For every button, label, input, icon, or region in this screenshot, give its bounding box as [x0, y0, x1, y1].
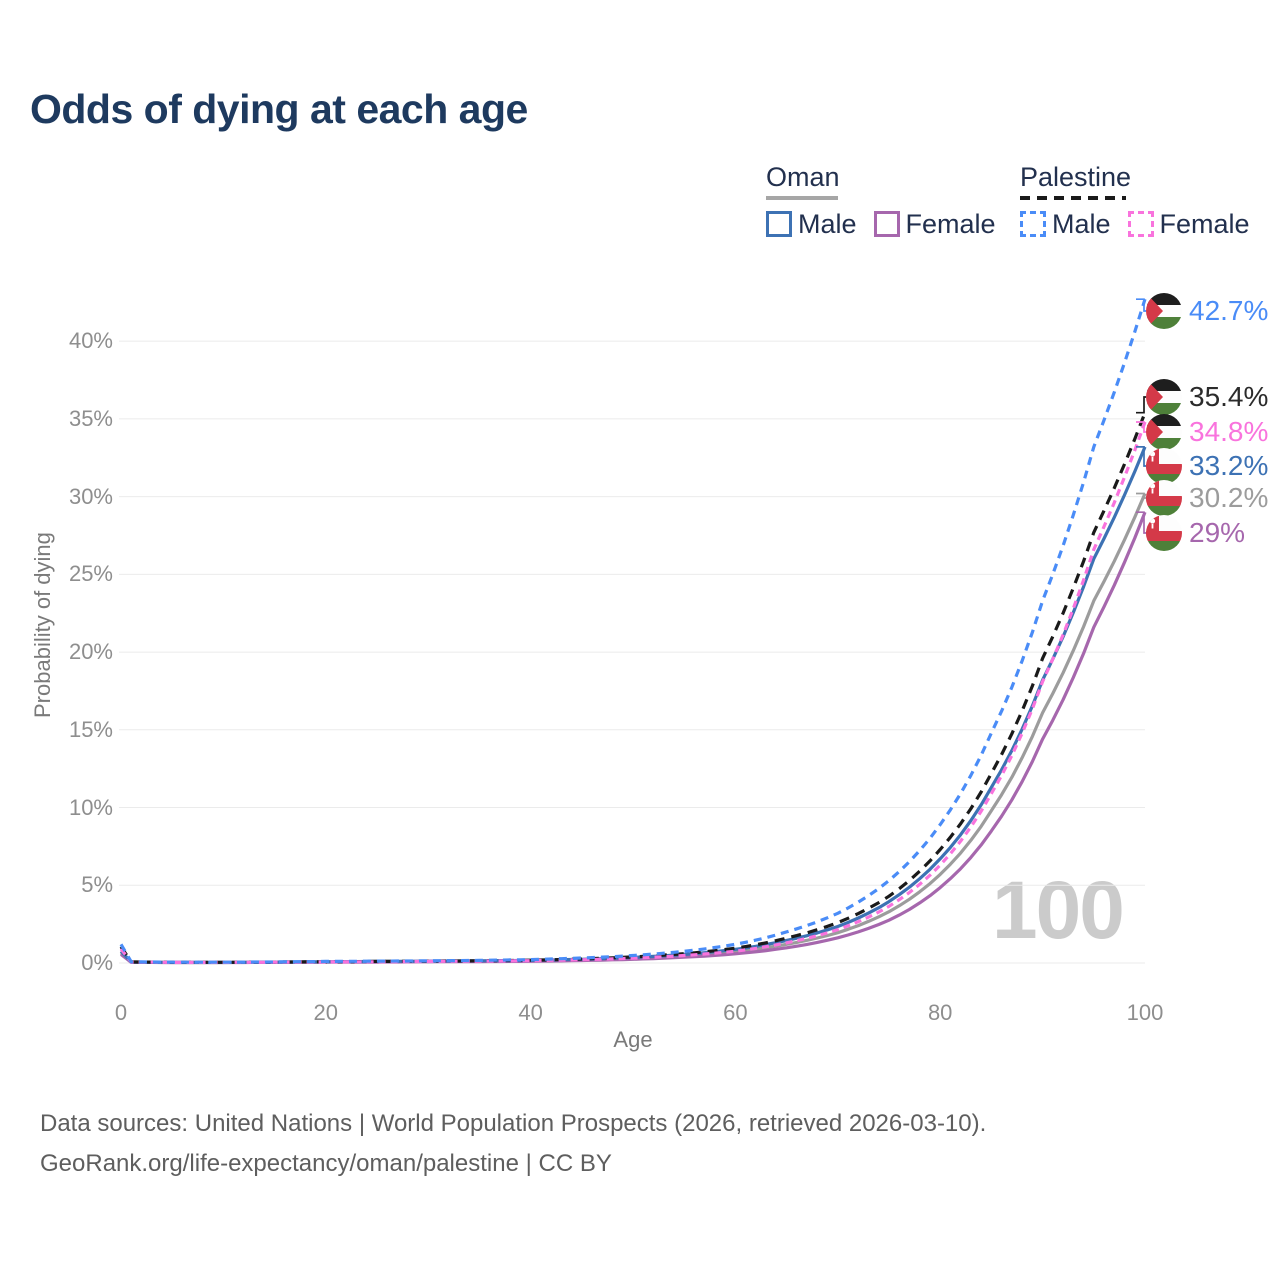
legend-palestine-items: Male Female [1020, 209, 1250, 240]
x-tick-label: 20 [313, 1000, 339, 1025]
oman-male-end-value: 33.2% [1189, 450, 1269, 481]
y-tick-label: 20% [68, 639, 113, 665]
oman-both-end-label: 30.2% [1146, 480, 1268, 516]
palestine-female-swatch-icon [1127, 211, 1154, 238]
page-title: Odds of dying at each age [30, 86, 528, 132]
attribution-text: GeoRank.org/life-expectancy/oman/palesti… [40, 1150, 612, 1177]
legend-item-palestine-female[interactable]: Female [1127, 208, 1250, 240]
palestine-flag-icon [1146, 414, 1182, 450]
y-axis-title: Probability of dying [30, 532, 55, 718]
palestine-both-line-swatch [1020, 195, 1126, 200]
oman-flag-icon [1146, 515, 1182, 551]
legend-group-oman: Oman Male Female [766, 162, 996, 240]
legend-item-oman-female[interactable]: Female [873, 208, 996, 240]
y-tick-label: 10% [68, 794, 113, 820]
legend-item-label: Female [1159, 208, 1250, 239]
y-tick-label: 40% [68, 328, 113, 354]
oman-male-swatch-icon [766, 211, 792, 238]
palestine-male-swatch-icon [1020, 211, 1046, 238]
palestine-flag-icon [1146, 293, 1182, 329]
palestine-female-line [119, 421, 1147, 964]
x-axis-title: Age [613, 1027, 653, 1052]
x-tick-label: 80 [927, 1000, 953, 1025]
palestine-both-end-label: 35.4% [1146, 379, 1268, 415]
legend-item-label: Female [905, 208, 996, 239]
oman-female-swatch-icon [873, 211, 900, 238]
palestine-both-end-value: 35.4% [1189, 381, 1269, 412]
legend-group-palestine: Palestine Male Female [1020, 162, 1250, 240]
legend-item-label: Male [1052, 208, 1111, 239]
legend-palestine-label[interactable]: Palestine [1020, 162, 1132, 192]
age-counter-watermark: 100 [992, 865, 1125, 956]
palestine-male-end-value: 42.7% [1189, 295, 1269, 326]
oman-female-line [120, 511, 1147, 965]
palestine-both-line [119, 412, 1147, 964]
data-sources-text: Data sources: United Nations | World Pop… [40, 1110, 987, 1137]
x-tick-label: 0 [114, 1000, 128, 1025]
legend-item-oman-male[interactable]: Male [766, 209, 857, 240]
x-tick-label: 100 [1126, 1000, 1164, 1025]
y-tick-label: 25% [68, 561, 113, 587]
legend-oman-label[interactable]: Oman [766, 162, 840, 192]
palestine-flag-icon [1146, 379, 1182, 415]
y-tick-label: 30% [68, 483, 113, 509]
oman-female-end-label: 29% [1146, 515, 1245, 551]
y-tick-label: 0% [81, 950, 113, 975]
y-tick-label: 35% [68, 405, 113, 431]
legend-oman-items: Male Female [766, 209, 996, 240]
oman-both-end-value: 30.2% [1189, 482, 1269, 513]
x-tick-label: 60 [723, 1000, 748, 1025]
oman-both-line-swatch [766, 195, 838, 200]
oman-female-end-value: 29% [1189, 517, 1246, 548]
y-tick-label: 5% [81, 872, 113, 898]
palestine-male-line [119, 298, 1147, 964]
legend-item-label: Male [798, 208, 857, 239]
y-tick-label: 15% [68, 716, 113, 742]
palestine-female-end-value: 34.8% [1189, 416, 1269, 447]
palestine-male-end-label: 42.7% [1146, 293, 1268, 329]
palestine-female-end-label: 34.8% [1146, 414, 1268, 450]
oman-flag-icon [1146, 480, 1182, 516]
oman-both-line [119, 492, 1147, 965]
legend-item-palestine-male[interactable]: Male [1020, 209, 1111, 240]
x-tick-label: 40 [518, 1000, 543, 1025]
oman-male-end-label: 33.2% [1146, 448, 1268, 484]
oman-flag-icon [1146, 448, 1182, 484]
